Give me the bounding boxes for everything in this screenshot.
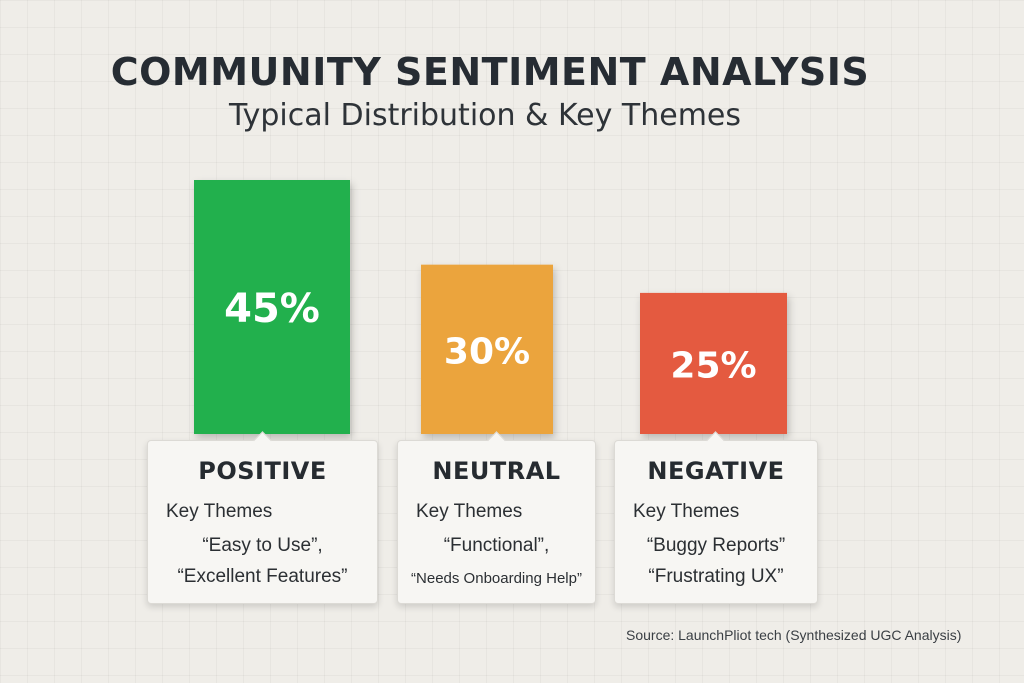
chart-subtitle: Typical Distribution & Key Themes xyxy=(228,98,742,133)
theme-item: “Frustrating UX” xyxy=(648,566,784,587)
theme-item: “Buggy Reports” xyxy=(646,535,786,556)
data-label-positive: 45% xyxy=(224,286,320,332)
card-neutral: NEUTRAL Key Themes “Functional”, “Needs … xyxy=(397,440,596,604)
key-themes-label: Key Themes xyxy=(633,501,740,522)
theme-item: “Needs Onboarding Help” xyxy=(411,570,582,587)
card-title-positive: POSITIVE xyxy=(198,457,327,485)
theme-item: “Excellent Features” xyxy=(177,566,348,587)
card-title-neutral: NEUTRAL xyxy=(432,457,561,485)
source-note: Source: LaunchPliot tech (Synthesized UG… xyxy=(626,627,962,643)
bar-negative xyxy=(640,292,787,434)
bar-positive xyxy=(194,180,350,434)
data-label-negative: 25% xyxy=(670,345,756,386)
key-themes-label: Key Themes xyxy=(416,501,523,522)
theme-item: “Easy to Use”, xyxy=(202,535,323,556)
card-positive: POSITIVE Key Themes “Easy to Use”, “Exce… xyxy=(147,440,378,604)
theme-item: “Functional”, xyxy=(443,535,550,556)
bar-neutral xyxy=(421,264,553,434)
key-themes-label: Key Themes xyxy=(166,501,273,522)
chart-title: COMMUNITY SENTIMENT ANALYSIS xyxy=(110,50,870,94)
data-label-neutral: 30% xyxy=(444,331,530,372)
card-title-negative: NEGATIVE xyxy=(647,457,785,485)
card-negative: NEGATIVE Key Themes “Buggy Reports” “Fru… xyxy=(614,440,818,604)
